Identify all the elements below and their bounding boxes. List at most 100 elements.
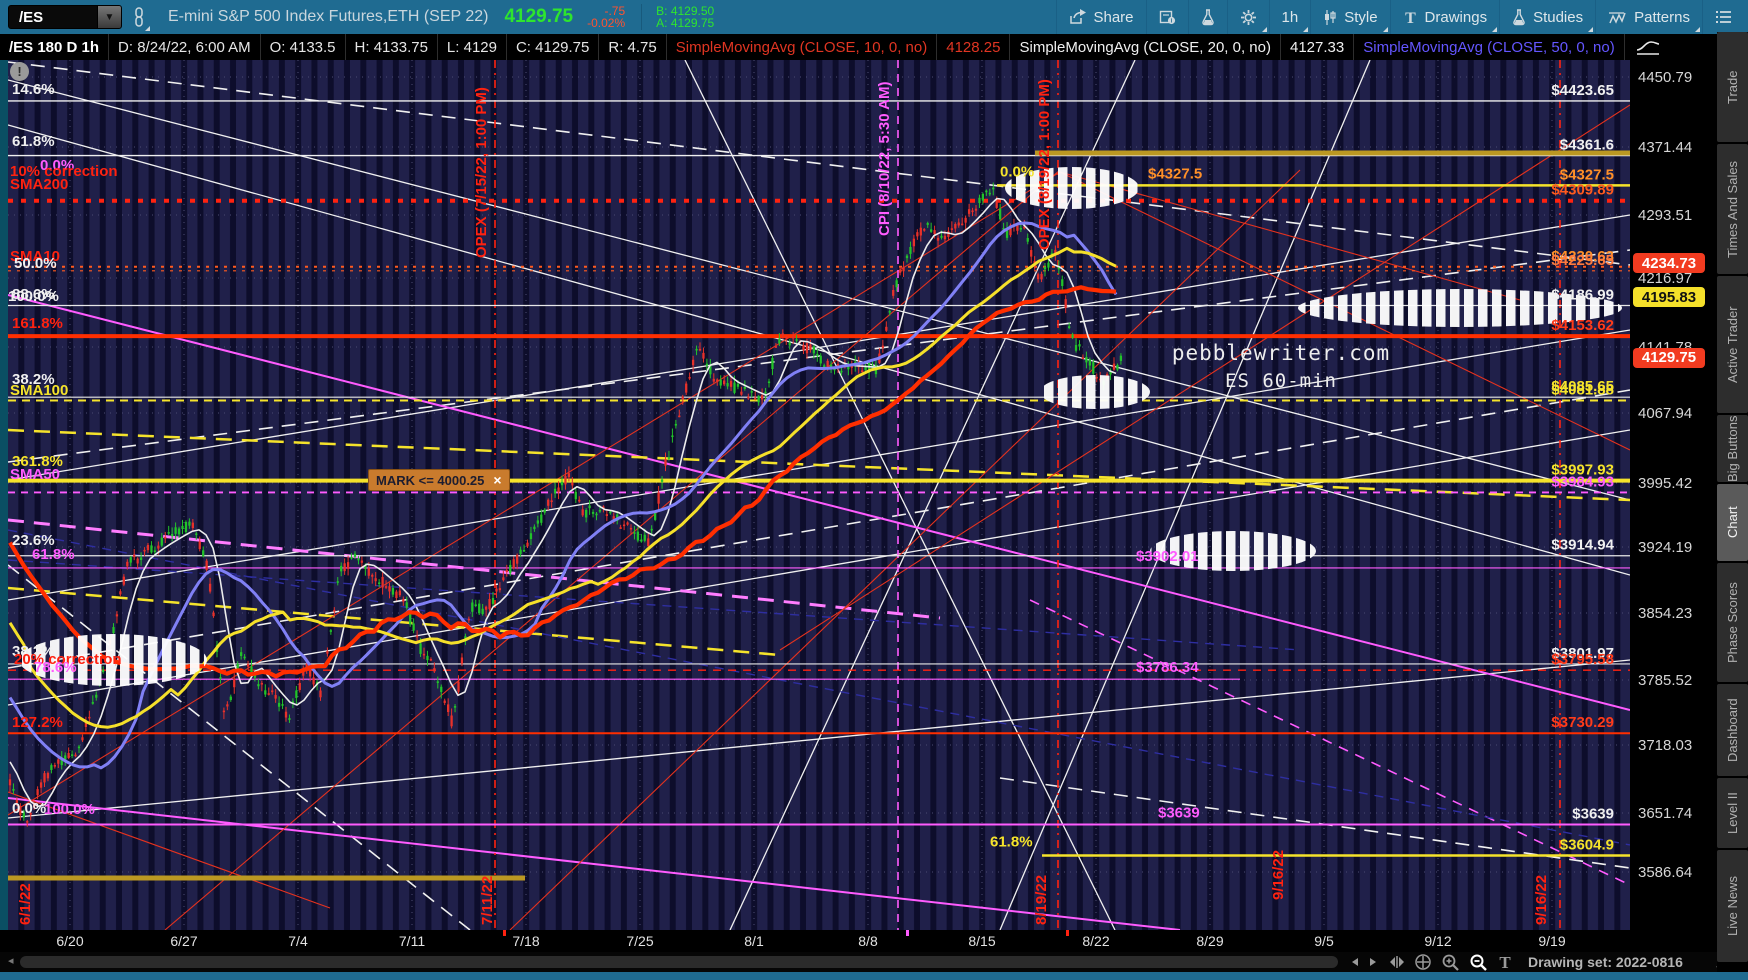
drawing-date-label: 6/1/22 bbox=[17, 883, 34, 925]
chart-canvas[interactable]: $4423.65 $4361.6 $4327.5 $4327.5 0.0% $4309.8… bbox=[8, 60, 1630, 930]
text-tool-button[interactable]: T bbox=[1494, 952, 1516, 972]
jump-latest-button[interactable] bbox=[1386, 952, 1408, 972]
price-level-label: $3902.01 bbox=[1136, 548, 1199, 565]
candle-body bbox=[53, 765, 56, 767]
zoom-in-button[interactable] bbox=[1438, 952, 1462, 972]
candle-body bbox=[809, 344, 812, 350]
svg-text:T: T bbox=[1499, 954, 1511, 970]
candle-body bbox=[591, 511, 595, 514]
highlight-ellipse bbox=[1298, 289, 1622, 327]
candle-body bbox=[522, 549, 526, 552]
note-icon: i bbox=[1159, 9, 1176, 25]
toolbar-buttons: Share i 1h Style T Drawings Studies Patterns bbox=[1056, 0, 1744, 34]
analyze-button[interactable] bbox=[1187, 0, 1227, 34]
candle-body bbox=[512, 559, 515, 569]
price-level-label: $3984.93 bbox=[1551, 473, 1614, 490]
candle-body bbox=[264, 690, 267, 695]
timeframe-button[interactable]: 1h bbox=[1268, 0, 1311, 34]
candle-body bbox=[881, 345, 884, 348]
status-segment: ... bbox=[1625, 34, 1630, 60]
tab-dashboard[interactable]: Dashboard bbox=[1717, 684, 1748, 776]
menu-button[interactable] bbox=[1702, 0, 1744, 34]
candle-body bbox=[885, 326, 888, 331]
drawing-date-label: 7/11/22 bbox=[479, 876, 496, 925]
candle-body bbox=[702, 352, 705, 359]
candle-body bbox=[622, 524, 626, 527]
chart-info-icon[interactable]: ! bbox=[10, 62, 29, 81]
candle-body bbox=[29, 812, 32, 815]
settings-button[interactable] bbox=[1226, 0, 1269, 34]
link-icon[interactable] bbox=[134, 7, 150, 31]
patterns-button[interactable]: Patterns bbox=[1595, 0, 1702, 34]
candle-body bbox=[160, 537, 163, 546]
candle-body bbox=[898, 270, 902, 273]
candle-body bbox=[284, 711, 288, 718]
candle-body bbox=[326, 650, 329, 654]
candle-body bbox=[277, 702, 281, 707]
mark-alert-badge[interactable]: MARK <= 4000.25 × bbox=[368, 469, 510, 491]
mark-alert-label: MARK <= 4000.25 bbox=[376, 472, 485, 488]
candle-body bbox=[981, 193, 985, 201]
candle-body bbox=[729, 380, 733, 387]
candle-body bbox=[602, 506, 605, 509]
tab-live-news[interactable]: Live News bbox=[1717, 850, 1748, 962]
symbol-dropdown[interactable]: /ES ▼ bbox=[8, 5, 122, 29]
tab-active-trader[interactable]: Active Trader bbox=[1717, 276, 1748, 413]
notes-button[interactable]: i bbox=[1145, 0, 1188, 34]
chart-scrollbar[interactable] bbox=[20, 956, 1338, 968]
candle-body bbox=[657, 492, 660, 504]
candle-body bbox=[826, 360, 829, 369]
auto-scale-icon[interactable] bbox=[1636, 40, 1660, 60]
time-axis[interactable]: 6/20 6/27 7/4 7/11 7/18 7/25 8/1 8/8 8/15 8/22 8/2… bbox=[0, 930, 1630, 952]
zoom-out-button[interactable] bbox=[1466, 952, 1490, 972]
trendline bbox=[999, 60, 1371, 930]
style-button[interactable]: Style bbox=[1310, 0, 1389, 34]
tab-phase-scores[interactable]: Phase Scores bbox=[1717, 563, 1748, 682]
candle-body bbox=[436, 681, 439, 683]
candle-body bbox=[22, 811, 25, 818]
pan-right-button[interactable] bbox=[1365, 952, 1381, 972]
tab-level-ii[interactable]: Level II bbox=[1717, 778, 1748, 848]
candle-body bbox=[540, 514, 543, 523]
event-tick bbox=[1066, 930, 1069, 936]
candle-body bbox=[716, 379, 719, 383]
tab-chart[interactable]: Chart bbox=[1717, 484, 1748, 561]
pan-left-button[interactable] bbox=[1347, 952, 1363, 972]
scroll-left-icon[interactable]: ◂ bbox=[8, 955, 14, 967]
studies-button[interactable]: Studies bbox=[1499, 0, 1595, 34]
status-segment: /ES 180 D 1h bbox=[0, 34, 110, 60]
fib-label: 38.2% bbox=[12, 643, 55, 660]
drawing-set-label[interactable]: Drawing set: 2022-0816 bbox=[1528, 954, 1683, 970]
trendline bbox=[8, 171, 1061, 816]
pan-tool-button[interactable] bbox=[1412, 952, 1434, 972]
last-price: 4129.75 bbox=[504, 6, 574, 27]
time-axis-label: 9/19 bbox=[1538, 933, 1566, 949]
tab-big-buttons[interactable]: Big Buttons bbox=[1717, 415, 1748, 482]
candle-body bbox=[536, 520, 539, 524]
candle-body bbox=[581, 509, 584, 516]
price-axis[interactable]: 4450.794371.444293.514216.974141.784067.… bbox=[1630, 34, 1717, 952]
session-stripes bbox=[8, 60, 1630, 930]
share-button[interactable]: Share bbox=[1056, 0, 1145, 34]
tab-trade[interactable]: Trade bbox=[1717, 32, 1748, 142]
candle-body bbox=[892, 290, 895, 296]
candle-body bbox=[588, 505, 591, 509]
tab-times-and-sales[interactable]: Times And Sales bbox=[1717, 144, 1748, 274]
candle-body bbox=[409, 613, 412, 625]
candle-body bbox=[115, 614, 119, 617]
time-axis-label: 8/1 bbox=[744, 933, 764, 949]
candle-body bbox=[443, 700, 446, 703]
button-label: Patterns bbox=[1634, 8, 1690, 26]
close-icon[interactable]: × bbox=[493, 472, 502, 488]
price-level-label: $3786.34 bbox=[1136, 659, 1199, 676]
fib-label: 127.2% bbox=[12, 714, 63, 731]
candle-body bbox=[971, 210, 974, 213]
candle-body bbox=[181, 525, 184, 529]
drawings-button[interactable]: T Drawings bbox=[1389, 0, 1500, 34]
button-label: 1h bbox=[1281, 8, 1299, 26]
candle-body bbox=[940, 235, 943, 238]
chevron-down-icon[interactable]: ▼ bbox=[97, 6, 121, 28]
chart-status-bar: /ES 180 D 1h D: 8/24/22, 6:00 AM O: 4133.5… bbox=[0, 34, 1630, 60]
candle-body bbox=[612, 516, 615, 520]
status-segment: SimpleMovingAvg (CLOSE, 10, 0, no) bbox=[667, 34, 938, 60]
